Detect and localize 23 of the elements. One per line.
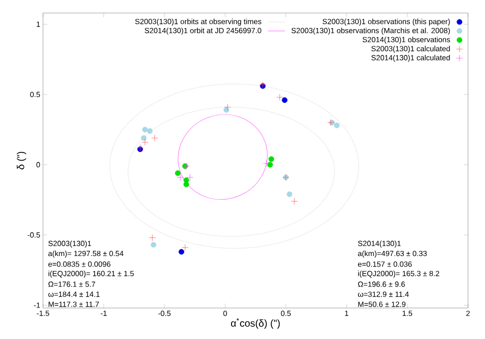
- point: [148, 234, 156, 242]
- point: [282, 97, 288, 103]
- point: [176, 174, 184, 181]
- point: [263, 160, 270, 167]
- point: [224, 104, 231, 111]
- point: [140, 135, 147, 141]
- point: [142, 126, 148, 132]
- point: [334, 122, 340, 128]
- point: [183, 182, 190, 188]
- y-axis-title: δ ("): [16, 152, 26, 170]
- point: [178, 249, 184, 255]
- point: [147, 128, 153, 134]
- point: [276, 94, 284, 101]
- point: [142, 138, 148, 146]
- x-axis-title: α$^{*}$cos(δ) ("): [231, 318, 280, 329]
- point: [268, 156, 274, 162]
- point: [182, 244, 188, 251]
- point: [286, 191, 292, 198]
- point: [290, 198, 298, 205]
- point: [150, 242, 156, 248]
- point: [186, 174, 194, 181]
- point: [174, 170, 181, 176]
- point: [151, 134, 158, 142]
